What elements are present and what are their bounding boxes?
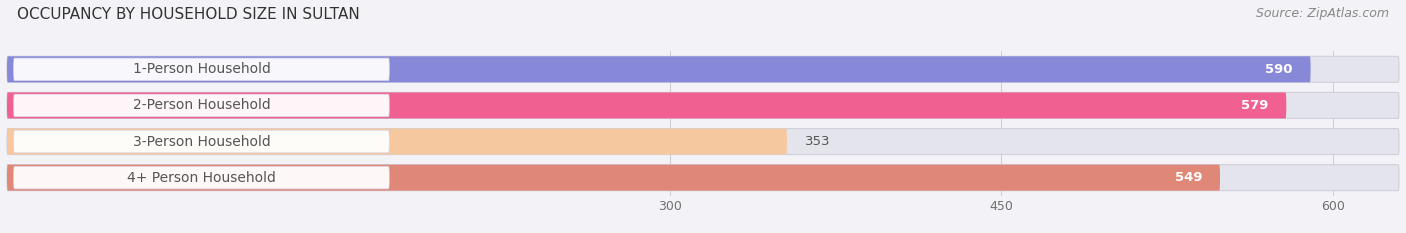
FancyBboxPatch shape bbox=[14, 58, 389, 81]
Text: 1-Person Household: 1-Person Household bbox=[132, 62, 270, 76]
Text: Source: ZipAtlas.com: Source: ZipAtlas.com bbox=[1256, 7, 1389, 20]
FancyBboxPatch shape bbox=[7, 165, 1399, 191]
FancyBboxPatch shape bbox=[7, 129, 1399, 154]
FancyBboxPatch shape bbox=[14, 166, 389, 189]
FancyBboxPatch shape bbox=[7, 93, 1399, 118]
Text: 549: 549 bbox=[1175, 171, 1202, 184]
FancyBboxPatch shape bbox=[7, 56, 1310, 82]
FancyBboxPatch shape bbox=[7, 56, 1399, 82]
Text: 3-Person Household: 3-Person Household bbox=[132, 134, 270, 149]
FancyBboxPatch shape bbox=[14, 94, 389, 117]
Text: 353: 353 bbox=[804, 135, 830, 148]
FancyBboxPatch shape bbox=[7, 129, 787, 154]
Text: OCCUPANCY BY HOUSEHOLD SIZE IN SULTAN: OCCUPANCY BY HOUSEHOLD SIZE IN SULTAN bbox=[17, 7, 360, 22]
Text: 579: 579 bbox=[1241, 99, 1268, 112]
Text: 590: 590 bbox=[1265, 63, 1294, 76]
Text: 4+ Person Household: 4+ Person Household bbox=[127, 171, 276, 185]
FancyBboxPatch shape bbox=[14, 130, 389, 153]
Text: 2-Person Household: 2-Person Household bbox=[132, 98, 270, 113]
FancyBboxPatch shape bbox=[7, 93, 1286, 118]
FancyBboxPatch shape bbox=[7, 165, 1220, 191]
